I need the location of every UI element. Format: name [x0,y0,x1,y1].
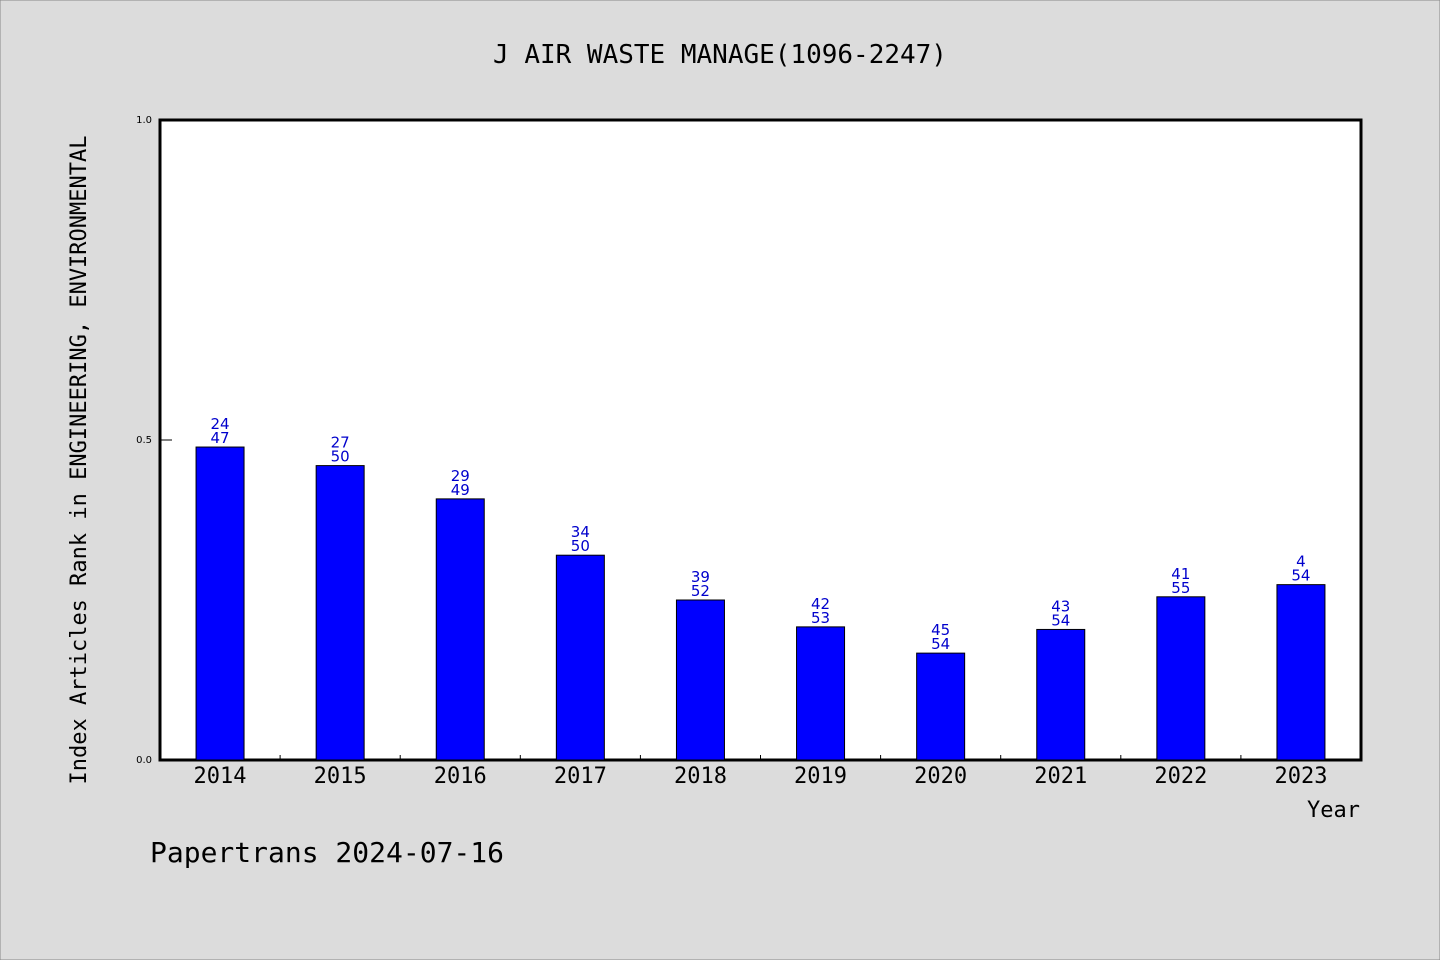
bar-label-bottom-2014: 47 [211,429,230,447]
bar-label-top-2023: 4 [1296,553,1306,571]
bar-label-top-2019: 42 [811,595,830,613]
bar-label-bottom-2022: 55 [1171,579,1190,597]
bar-2015 [315,465,365,761]
x-tick-label-2016: 2016 [434,764,487,789]
x-tick-label-2022: 2022 [1154,764,1207,789]
x-tick-label-2021: 2021 [1034,764,1087,789]
x-ticks-group: 2014 2015 2016 2017 2018 2019 2020 2021 2022 2023 [194,755,1327,789]
bar-2017 [555,554,605,761]
bar-label-top-2022: 41 [1171,565,1190,583]
x-tick-label-2020: 2020 [914,764,967,789]
footer-text: Papertrans 2024-07-16 [150,836,504,869]
bar-label-top-2021: 43 [1051,597,1070,615]
bar-2018 [675,599,725,761]
bar-label-bottom-2019: 53 [811,609,830,627]
x-tick-label-2015: 2015 [314,764,367,789]
chart-title: J AIR WASTE MANAGE(1096-2247) [493,40,947,70]
bar-label-top-2018: 39 [691,568,710,586]
bar-label-top-2017: 34 [571,523,590,541]
bar-label-bottom-2021: 54 [1051,611,1070,629]
y-tick-label-1.0: 1.0 [136,115,152,126]
bar-2014 [195,446,245,761]
bar-2020 [916,652,966,761]
y-tick-label-0.5: 0.5 [136,435,152,446]
bar-label-bottom-2015: 50 [331,448,350,466]
y-ticks-group: 0.0 0.5 1.0 [136,115,172,766]
y-axis-label: Index Articles Rank in ENGINEERING, ENVI… [67,135,92,784]
x-tick-label-2014: 2014 [194,764,247,789]
bar-label-top-2015: 27 [331,434,350,452]
bar-label-bottom-2016: 49 [451,481,470,499]
x-tick-label-2023: 2023 [1274,764,1327,789]
bar-label-bottom-2018: 52 [691,582,710,600]
bar-2016 [435,498,485,761]
x-tick-label-2017: 2017 [554,764,607,789]
bar-2022 [1156,596,1206,761]
bar-label-top-2016: 29 [451,467,470,485]
bar-label-top-2020: 45 [931,621,950,639]
x-tick-label-2018: 2018 [674,764,727,789]
bar-label-bottom-2017: 50 [571,537,590,555]
bar-2023 [1276,584,1326,761]
y-tick-label-0.0: 0.0 [136,755,152,766]
bar-label-bottom-2023: 54 [1291,567,1310,585]
x-tick-label-2019: 2019 [794,764,847,789]
bar-2019 [796,626,846,761]
x-axis-label: Year [1307,798,1360,823]
bar-2021 [1036,628,1086,761]
bar-label-bottom-2020: 54 [931,635,950,653]
bar-label-top-2014: 24 [211,415,230,433]
